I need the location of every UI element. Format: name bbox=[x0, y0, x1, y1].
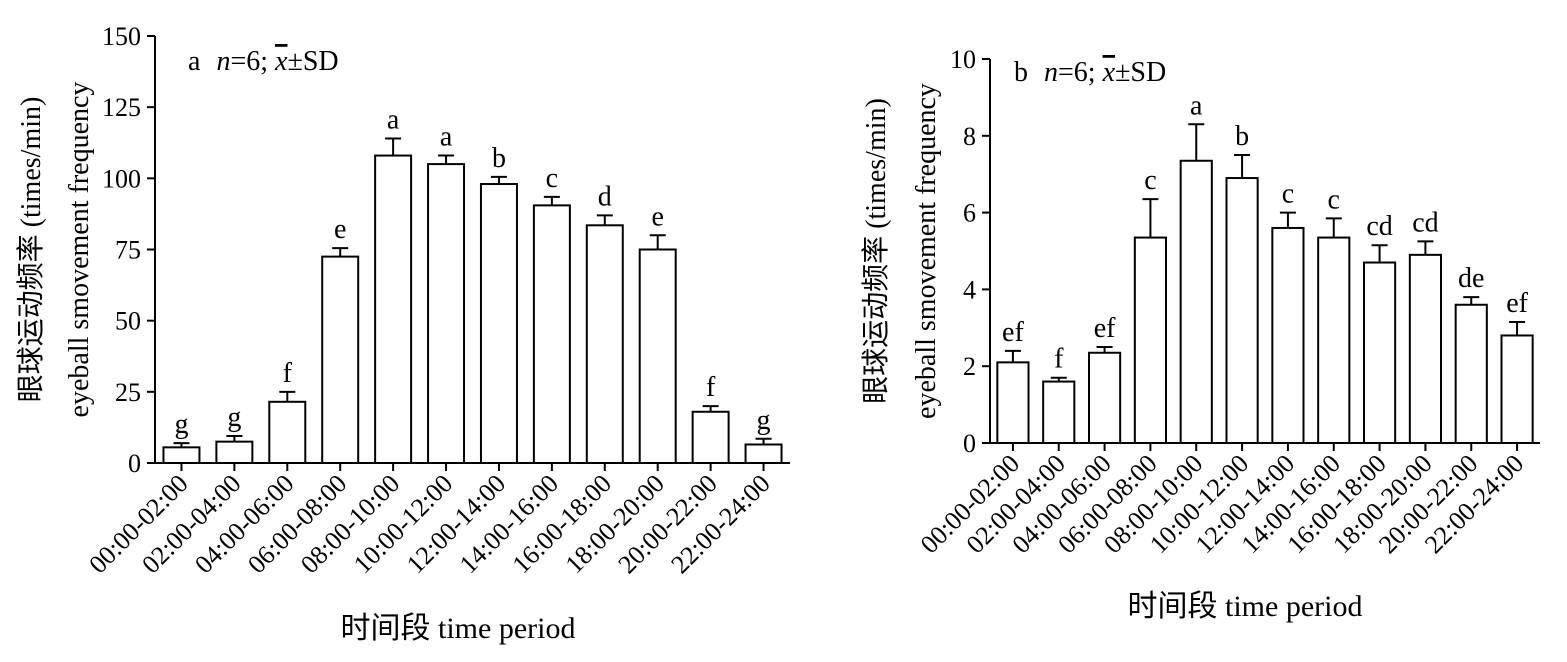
bar bbox=[691, 410, 730, 465]
y-tick-label: 75 bbox=[115, 236, 141, 265]
chart-panel-a: 0255075100125150g00:00-02:00g02:00-04:00… bbox=[15, 22, 790, 645]
bar bbox=[585, 224, 624, 464]
bar bbox=[1271, 226, 1305, 444]
significance-label: de bbox=[1458, 263, 1484, 294]
significance-label: c bbox=[1282, 179, 1294, 210]
panel-annotation: b n=6; x±SD bbox=[1014, 57, 1166, 88]
bar bbox=[1408, 253, 1443, 444]
panel-letter: a bbox=[188, 46, 201, 77]
significance-label: e bbox=[334, 214, 346, 245]
significance-label: d bbox=[598, 181, 612, 212]
annotation-sd: ±SD bbox=[1115, 57, 1166, 88]
significance-label: cd bbox=[1412, 207, 1438, 238]
y-tick-label: 25 bbox=[115, 378, 141, 407]
bar bbox=[321, 255, 360, 464]
y-tick-label: 150 bbox=[102, 22, 141, 51]
bar bbox=[1088, 351, 1122, 445]
x-axis-label: 时间段 time period bbox=[1128, 590, 1363, 623]
panel-annotation: a n=6; x±SD bbox=[188, 46, 339, 77]
y-axis-label-line2: eyeball smovement frequency bbox=[911, 83, 942, 419]
significance-label: g bbox=[227, 402, 241, 433]
bar bbox=[268, 400, 307, 464]
bar bbox=[996, 361, 1030, 444]
y-tick-label: 10 bbox=[950, 45, 976, 74]
significance-label: c bbox=[1144, 165, 1156, 196]
significance-label: g bbox=[757, 405, 771, 436]
significance-label: b bbox=[1235, 121, 1249, 152]
chart-panel-b: 0246810ef00:00-02:00f02:00-04:00ef04:00-… bbox=[860, 45, 1540, 623]
significance-label: cd bbox=[1366, 211, 1392, 242]
y-axis-label-line1: 眼球运动频率 (times/min) bbox=[15, 97, 47, 403]
y-tick-label: 6 bbox=[963, 199, 976, 228]
significance-label: e bbox=[651, 201, 663, 232]
annotation-n: n bbox=[1044, 57, 1058, 88]
annotation-rest: =6; bbox=[1058, 57, 1103, 88]
significance-label: g bbox=[174, 409, 188, 440]
bar bbox=[1454, 303, 1488, 445]
bar bbox=[1317, 236, 1351, 444]
bar bbox=[1363, 261, 1397, 444]
x-axis-label: 时间段 time period bbox=[341, 612, 576, 645]
annotation-x: x bbox=[1102, 57, 1116, 88]
panel-letter: b bbox=[1014, 57, 1028, 88]
y-tick-label: 125 bbox=[102, 93, 141, 122]
significance-label: c bbox=[1328, 184, 1340, 215]
significance-label: f bbox=[283, 358, 293, 389]
significance-label: ef bbox=[1002, 317, 1024, 348]
bar bbox=[1042, 380, 1076, 444]
bar bbox=[215, 440, 254, 464]
significance-label: c bbox=[546, 163, 558, 194]
bar bbox=[479, 183, 518, 464]
bar bbox=[638, 248, 677, 464]
bar bbox=[427, 163, 466, 464]
y-axis-label-line1: 眼球运动频率 (times/min) bbox=[860, 98, 892, 404]
bar bbox=[1225, 177, 1259, 444]
annotation-rest: =6; bbox=[230, 46, 275, 77]
significance-label: a bbox=[1190, 90, 1203, 121]
bar bbox=[1133, 236, 1168, 444]
significance-label: a bbox=[440, 122, 453, 153]
annotation-sd: ±SD bbox=[287, 46, 338, 77]
bar bbox=[744, 443, 783, 465]
significance-label: ef bbox=[1506, 288, 1528, 319]
y-tick-label: 0 bbox=[128, 449, 141, 478]
y-tick-label: 50 bbox=[115, 307, 141, 336]
y-tick-label: 0 bbox=[963, 429, 976, 458]
significance-label: a bbox=[387, 104, 400, 135]
y-axis-label-line2: eyeball smovement frequency bbox=[64, 82, 95, 418]
significance-label: f bbox=[706, 372, 716, 403]
bar bbox=[374, 154, 413, 464]
significance-label: f bbox=[1054, 344, 1064, 375]
y-tick-label: 2 bbox=[963, 352, 976, 381]
bar bbox=[1179, 159, 1213, 444]
significance-label: ef bbox=[1094, 313, 1116, 344]
y-tick-label: 100 bbox=[102, 164, 141, 193]
annotation-x: x bbox=[274, 46, 288, 77]
bar bbox=[162, 446, 201, 464]
significance-label: b bbox=[492, 143, 506, 174]
bar bbox=[1500, 334, 1534, 445]
y-tick-label: 4 bbox=[963, 275, 976, 304]
annotation-n: n bbox=[216, 46, 230, 77]
bar bbox=[532, 204, 571, 464]
y-tick-label: 8 bbox=[963, 122, 976, 151]
